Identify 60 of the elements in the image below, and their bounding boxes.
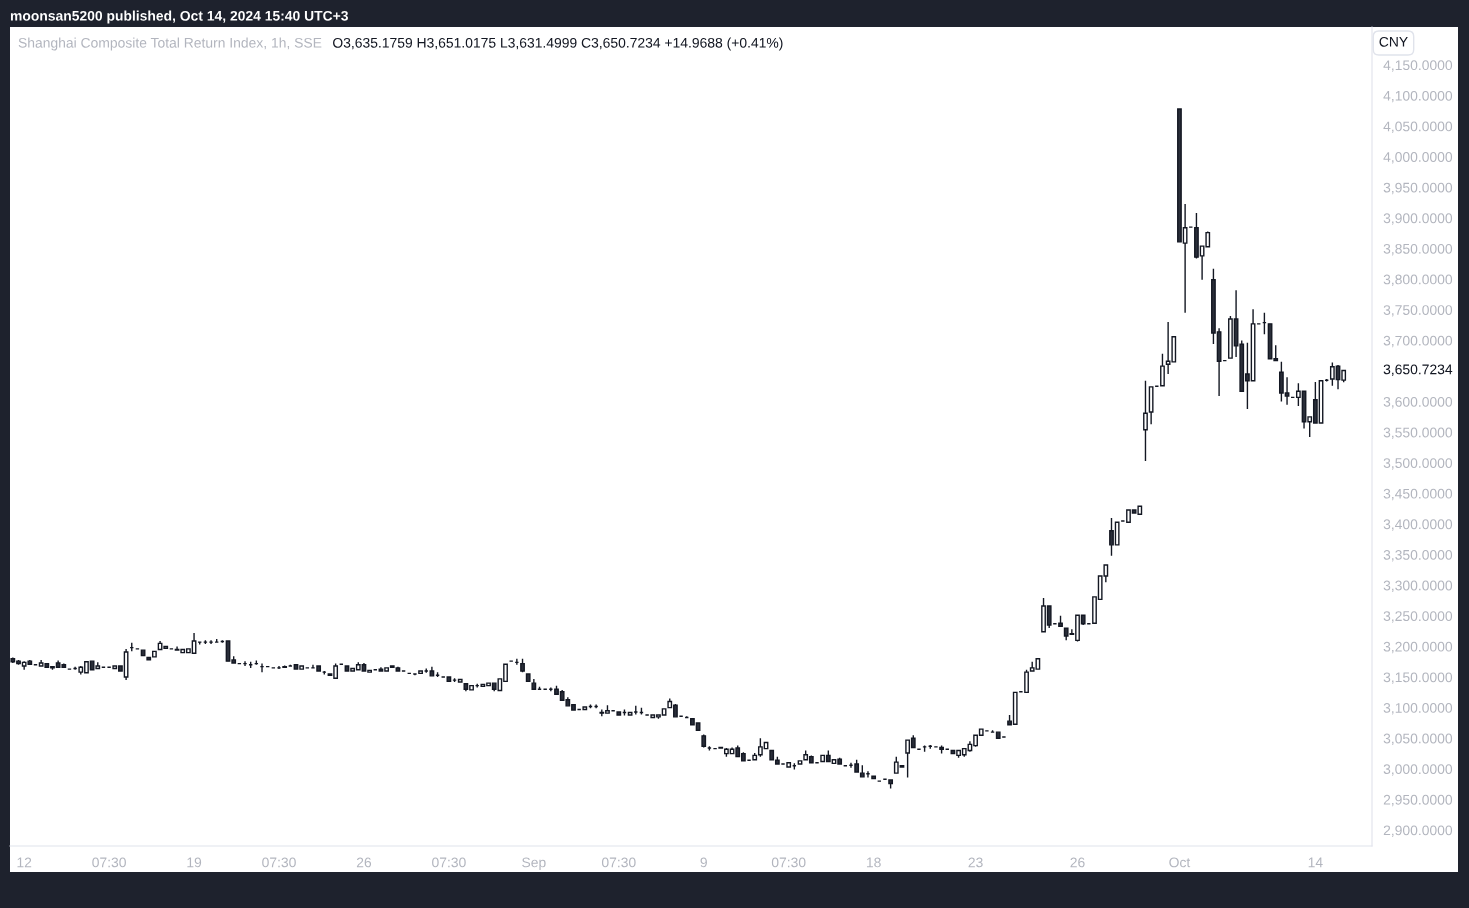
y-tick-label: 3,250.0000 [1383, 611, 1453, 623]
text: 3,650.7234 [1383, 364, 1453, 376]
y-tick-label: 3,550.0000 [1383, 427, 1453, 440]
y-tick-label: 2,950.0000 [1383, 794, 1453, 807]
candlestick [446, 675, 452, 683]
x-tick-label: 07:30 [601, 857, 636, 868]
x-tick-label: Oct [1169, 857, 1191, 868]
y-tick-label: 3,850.0000 [1383, 243, 1453, 256]
x-tick-label: 23 [968, 857, 983, 868]
candlestick [752, 752, 758, 761]
x-tick-label: 07:30 [432, 857, 466, 868]
y-tick-label: 3,500.0000 [1383, 458, 1453, 470]
y-tick-label: 3,800.0000 [1383, 274, 1453, 286]
y-tick-label: 3,750.0000 [1383, 305, 1453, 317]
y-tick-label: 3,300.0000 [1383, 580, 1453, 593]
y-tick-label: 2,900.0000 [1383, 825, 1453, 837]
x-tick-label: 07:30 [771, 857, 806, 868]
candlestick [616, 710, 622, 717]
text: O3,635.1759 H3,651.0175 L3,631.4999 C3,650.7234 +14.9688 (+0.41%) [333, 37, 783, 51]
candlestick [1148, 385, 1154, 425]
y-tick-label: 3,950.0000 [1383, 182, 1453, 195]
x-tick-label: 18 [866, 857, 881, 868]
y-tick-label: 3,100.0000 [1383, 703, 1453, 715]
x-tick-label: 9 [700, 857, 707, 868]
candlestick [1262, 312, 1267, 335]
x-tick-label: 12 [17, 857, 32, 868]
y-tick-label: 4,000.0000 [1383, 152, 1453, 164]
y-axis-title: CNY [1379, 36, 1408, 47]
x-tick-label: 26 [1070, 857, 1085, 868]
candlestick [701, 733, 707, 749]
x-tick-label: 07:30 [92, 857, 126, 868]
candlestick [520, 658, 525, 673]
candlestick [769, 749, 775, 761]
y-tick-label: 3,600.0000 [1383, 396, 1453, 409]
y-tick-label: 3,450.0000 [1383, 488, 1453, 501]
x-tick-label: 14 [1308, 857, 1323, 868]
candlestick [429, 665, 435, 678]
y-tick-label: 3,900.0000 [1383, 213, 1453, 225]
x-tick-label: 07:30 [262, 857, 296, 868]
y-tick-label: 3,150.0000 [1383, 672, 1453, 684]
text: moonsan5200 published, Oct 14, 2024 15:40 UTC+3 [10, 10, 348, 24]
y-tick-label: 3,000.0000 [1383, 764, 1453, 776]
y-tick-label: 4,100.0000 [1383, 90, 1453, 103]
y-tick-label: 3,350.0000 [1383, 549, 1453, 562]
y-tick-label: 4,050.0000 [1383, 121, 1453, 133]
x-tick-label: Sep [522, 857, 546, 871]
y-tick-label: 3,400.0000 [1383, 519, 1453, 531]
y-tick-label: 3,700.0000 [1383, 335, 1453, 348]
candlestick [531, 678, 537, 691]
y-tick-label: 3,050.0000 [1383, 733, 1453, 746]
candlestick [797, 759, 803, 766]
candlestick [1143, 380, 1148, 462]
y-tick-label: 3,200.0000 [1383, 641, 1453, 654]
text: Shanghai Composite Total Return Index, 1h, SSE [18, 37, 322, 51]
x-tick-label: 26 [356, 857, 372, 868]
y-tick-label: 4,150.0000 [1383, 60, 1453, 72]
x-tick-label: 19 [187, 857, 202, 868]
candlestick [457, 678, 463, 684]
candlestick [525, 672, 531, 683]
candlestick [1160, 353, 1165, 388]
